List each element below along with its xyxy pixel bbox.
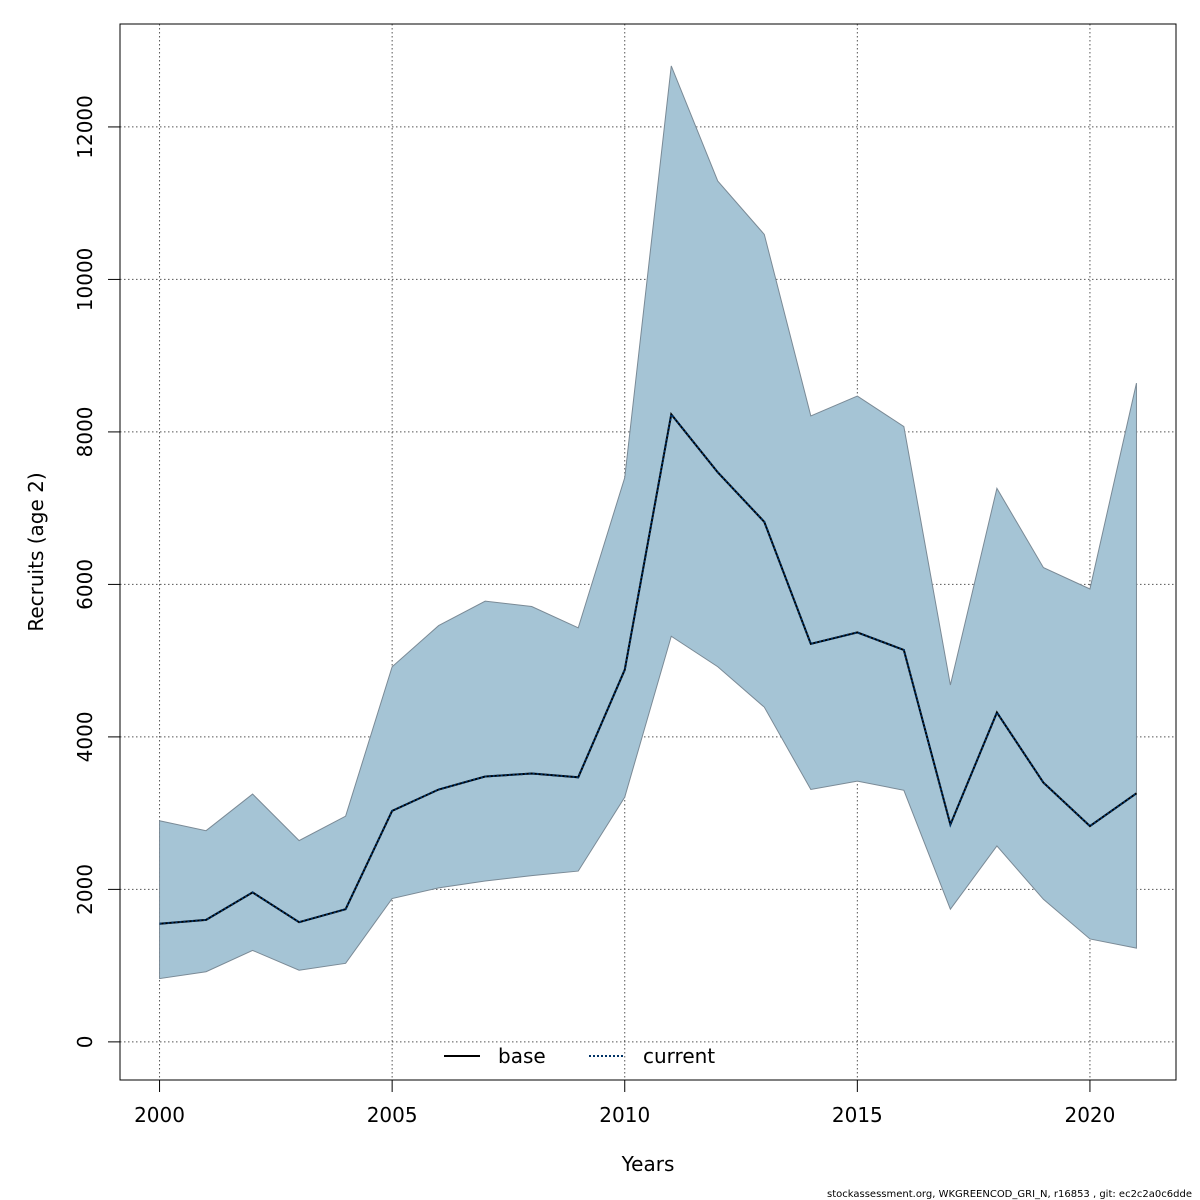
y-tick-label: 12000 bbox=[73, 95, 97, 159]
y-tick-label: 8000 bbox=[73, 406, 97, 457]
legend: base current bbox=[444, 1044, 715, 1068]
axes: 2000 2005 2010 2015 2020 0 2000 4000 6000 8000 100… bbox=[73, 95, 1115, 1127]
x-tick-label: 2010 bbox=[599, 1103, 650, 1127]
footer-text: stockassessment.org, WKGREENCOD_GRI_N, r… bbox=[827, 1189, 1192, 1200]
series-line-current bbox=[159, 412, 1138, 925]
x-tick-label: 2020 bbox=[1064, 1103, 1115, 1127]
y-tick-label: 6000 bbox=[73, 559, 97, 610]
confidence-band-layer bbox=[159, 65, 1137, 980]
x-axis-title: Years bbox=[621, 1152, 675, 1176]
confidence-band bbox=[159, 65, 1137, 980]
y-tick-label: 4000 bbox=[73, 711, 97, 762]
x-tick-label: 2000 bbox=[134, 1103, 185, 1127]
y-tick-label: 2000 bbox=[73, 864, 97, 915]
y-tick-label: 0 bbox=[73, 1036, 97, 1049]
x-tick-label: 2015 bbox=[832, 1103, 883, 1127]
y-tick-label: 10000 bbox=[73, 248, 97, 312]
legend-label-current: current bbox=[643, 1044, 715, 1068]
legend-label-base: base bbox=[498, 1044, 546, 1068]
x-tick-label: 2005 bbox=[367, 1103, 418, 1127]
series-layer bbox=[159, 412, 1138, 925]
y-axis-title: Recruits (age 2) bbox=[24, 472, 48, 631]
